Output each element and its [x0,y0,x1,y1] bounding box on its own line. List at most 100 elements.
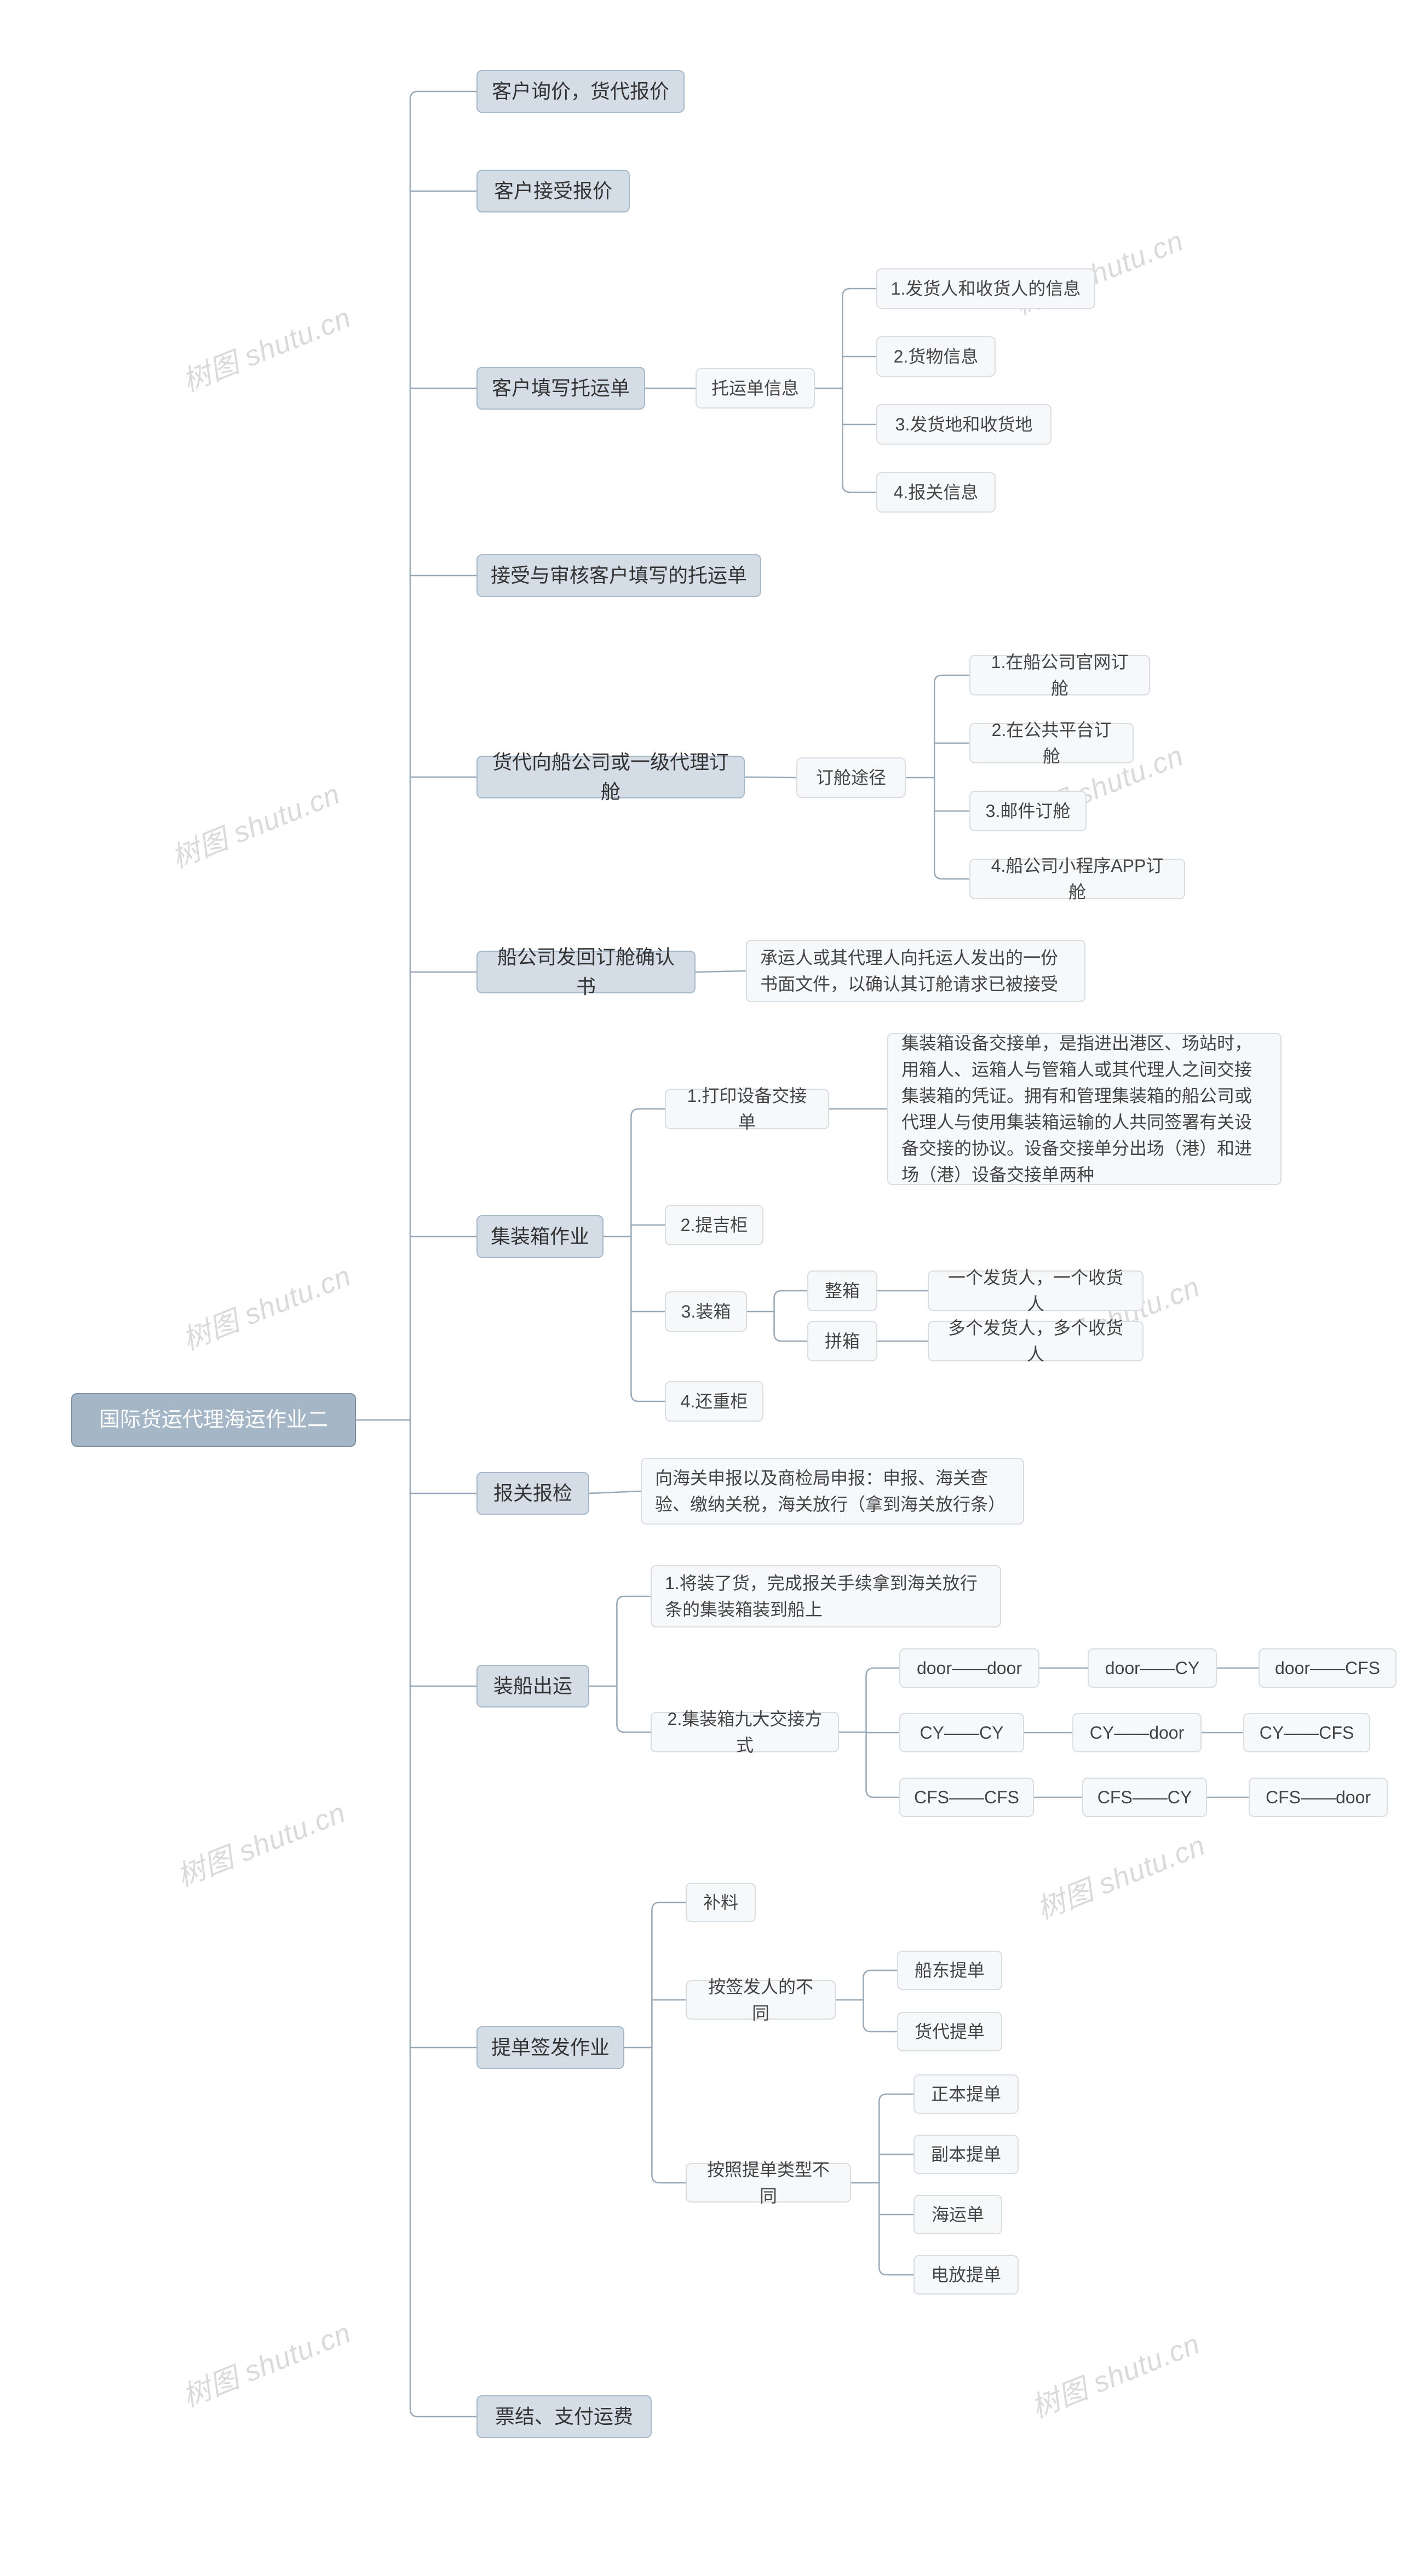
node-label: CFS——CFS [914,1784,1019,1810]
node-label: 多个发货人，多个收货人 [942,1315,1129,1367]
node-n11[interactable]: 票结、支付运费 [476,2395,652,2438]
node-n9b[interactable]: 2.集装箱九大交接方式 [651,1712,839,1752]
node-n7c2a[interactable]: 多个发货人，多个收货人 [928,1321,1144,1361]
node-n10c2[interactable]: 副本提单 [913,2135,1019,2174]
node-n5a1[interactable]: 1.在船公司官网订舱 [969,655,1150,695]
node-n10b[interactable]: 按签发人的不同 [686,1980,836,2020]
node-n7[interactable]: 集装箱作业 [476,1215,604,1258]
node-n9b1b[interactable]: door——CY [1088,1648,1217,1688]
node-n7c1[interactable]: 整箱 [807,1270,877,1311]
node-n3a[interactable]: 托运单信息 [696,368,815,409]
node-n9b2[interactable]: CY——CY [899,1713,1024,1752]
node-label: 电放提单 [931,2262,1001,2288]
node-label: 接受与审核客户填写的托运单 [491,561,747,590]
node-n7a1[interactable]: 集装箱设备交接单，是指进出港区、场站时，用箱人、运箱人与管箱人或其代理人之间交接… [887,1033,1282,1185]
node-label: 承运人或其代理人向托运人发出的一份书面文件，以确认其订舱请求已被接受 [760,945,1071,997]
node-n10c4[interactable]: 电放提单 [913,2255,1019,2295]
node-n10c3[interactable]: 海运单 [913,2195,1002,2234]
node-label: 3.邮件订舱 [986,798,1071,824]
node-label: 2.集装箱九大交接方式 [665,1706,825,1758]
node-n5a3[interactable]: 3.邮件订舱 [969,791,1087,831]
node-label: CY——door [1090,1720,1185,1746]
node-n7b[interactable]: 2.提吉柜 [665,1205,763,1245]
node-n7a[interactable]: 1.打印设备交接单 [665,1089,829,1129]
node-label: 客户填写托运单 [492,373,630,403]
watermark: 树图 shutu.cn [170,1790,350,1895]
node-label: 船东提单 [915,1957,985,1983]
node-n9b2b[interactable]: CY——door [1072,1713,1202,1752]
node-label: CFS——CY [1098,1784,1192,1810]
node-label: 国际货运代理海运作业二 [99,1405,328,1436]
node-label: 按照提单类型不同 [700,2157,837,2209]
node-n9b1c[interactable]: door——CFS [1259,1648,1397,1688]
node-n4[interactable]: 接受与审核客户填写的托运单 [476,554,761,597]
node-label: 4.报关信息 [894,479,979,505]
node-label: 2.货物信息 [894,343,979,370]
node-n9b3b[interactable]: CFS——CY [1082,1778,1207,1817]
node-n9b3c[interactable]: CFS——door [1249,1778,1388,1817]
node-label: 3.发货地和收货地 [895,411,1033,438]
node-label: 提单签发作业 [491,2033,610,2062]
watermark: 树图 shutu.cn [175,1253,356,1358]
watermark: 树图 shutu.cn [164,771,345,876]
node-label: 托运单信息 [711,375,799,401]
node-n10b1[interactable]: 船东提单 [897,1951,1002,1990]
node-n8[interactable]: 报关报检 [476,1472,589,1515]
node-label: 船公司发回订舱确认书 [491,942,681,1002]
node-n9[interactable]: 装船出运 [476,1665,589,1707]
node-n10c1[interactable]: 正本提单 [913,2074,1019,2114]
node-n7c1a[interactable]: 一个发货人，一个收货人 [928,1270,1144,1311]
node-n7c[interactable]: 3.装箱 [665,1291,747,1332]
node-n6[interactable]: 船公司发回订舱确认书 [476,951,696,993]
node-label: door——CFS [1275,1655,1380,1681]
node-label: 海运单 [932,2201,984,2228]
node-n9b3[interactable]: CFS——CFS [899,1778,1034,1817]
node-n8a[interactable]: 向海关申报以及商检局申报：申报、海关查验、缴纳关税，海关放行（拿到海关放行条） [641,1458,1024,1525]
node-label: door——CY [1105,1655,1200,1681]
mindmap-canvas: 树图 shutu.cn 树图 shutu.cn 树图 shutu.cn 树图 shut… [0,0,1402,2576]
node-label: 3.装箱 [681,1298,731,1325]
node-label: 集装箱作业 [491,1222,589,1251]
node-n3a2[interactable]: 2.货物信息 [876,336,996,377]
node-n7d[interactable]: 4.还重柜 [665,1381,763,1422]
watermark: 树图 shutu.cn [175,295,356,400]
node-n9a[interactable]: 1.将装了货，完成报关手续拿到海关放行条的集装箱装到船上 [651,1565,1001,1628]
node-n2[interactable]: 客户接受报价 [476,170,630,212]
node-n5a[interactable]: 订舱途径 [796,757,906,798]
node-n9b2c[interactable]: CY——CFS [1243,1713,1370,1752]
node-label: CY——CFS [1260,1720,1354,1746]
node-label: 客户接受报价 [494,176,612,206]
watermark: 树图 shutu.cn [175,2310,356,2415]
node-label: 集装箱设备交接单，是指进出港区、场站时，用箱人、运箱人与管箱人或其代理人之间交接… [901,1030,1267,1188]
node-n10b2[interactable]: 货代提单 [897,2012,1002,2051]
node-n1[interactable]: 客户询价，货代报价 [476,70,685,113]
node-label: 按签发人的不同 [700,1974,821,2026]
node-label: 副本提单 [931,2141,1001,2167]
node-n5a4[interactable]: 4.船公司小程序APP订舱 [969,859,1185,899]
node-label: 货代提单 [915,2019,985,2045]
node-n3a4[interactable]: 4.报关信息 [876,472,996,513]
node-n9b1[interactable]: door——door [899,1648,1039,1688]
node-label: 补料 [703,1889,738,1916]
node-n7c2[interactable]: 拼箱 [807,1321,877,1361]
node-n3[interactable]: 客户填写托运单 [476,367,645,410]
node-label: 4.还重柜 [681,1388,748,1415]
node-n10a[interactable]: 补料 [686,1883,756,1922]
node-label: 1.在船公司官网订舱 [984,649,1136,702]
node-n5[interactable]: 货代向船公司或一级代理订舱 [476,756,745,798]
node-label: 拼箱 [825,1328,860,1354]
node-n6a[interactable]: 承运人或其代理人向托运人发出的一份书面文件，以确认其订舱请求已被接受 [746,940,1085,1002]
node-n5a2[interactable]: 2.在公共平台订舱 [969,723,1134,763]
node-label: 2.提吉柜 [681,1212,748,1238]
node-label: 向海关申报以及商检局申报：申报、海关查验、缴纳关税，海关放行（拿到海关放行条） [655,1465,1010,1517]
node-label: 报关报检 [493,1479,572,1508]
node-label: 1.打印设备交接单 [679,1083,815,1135]
node-n3a1[interactable]: 1.发货人和收货人的信息 [876,268,1095,309]
node-root[interactable]: 国际货运代理海运作业二 [71,1393,356,1447]
node-n10c[interactable]: 按照提单类型不同 [686,2163,851,2203]
node-n3a3[interactable]: 3.发货地和收货地 [876,404,1052,445]
node-label: 1.发货人和收货人的信息 [891,275,1081,302]
node-label: 整箱 [825,1278,860,1304]
node-label: 装船出运 [493,1671,572,1701]
node-n10[interactable]: 提单签发作业 [476,2026,624,2069]
